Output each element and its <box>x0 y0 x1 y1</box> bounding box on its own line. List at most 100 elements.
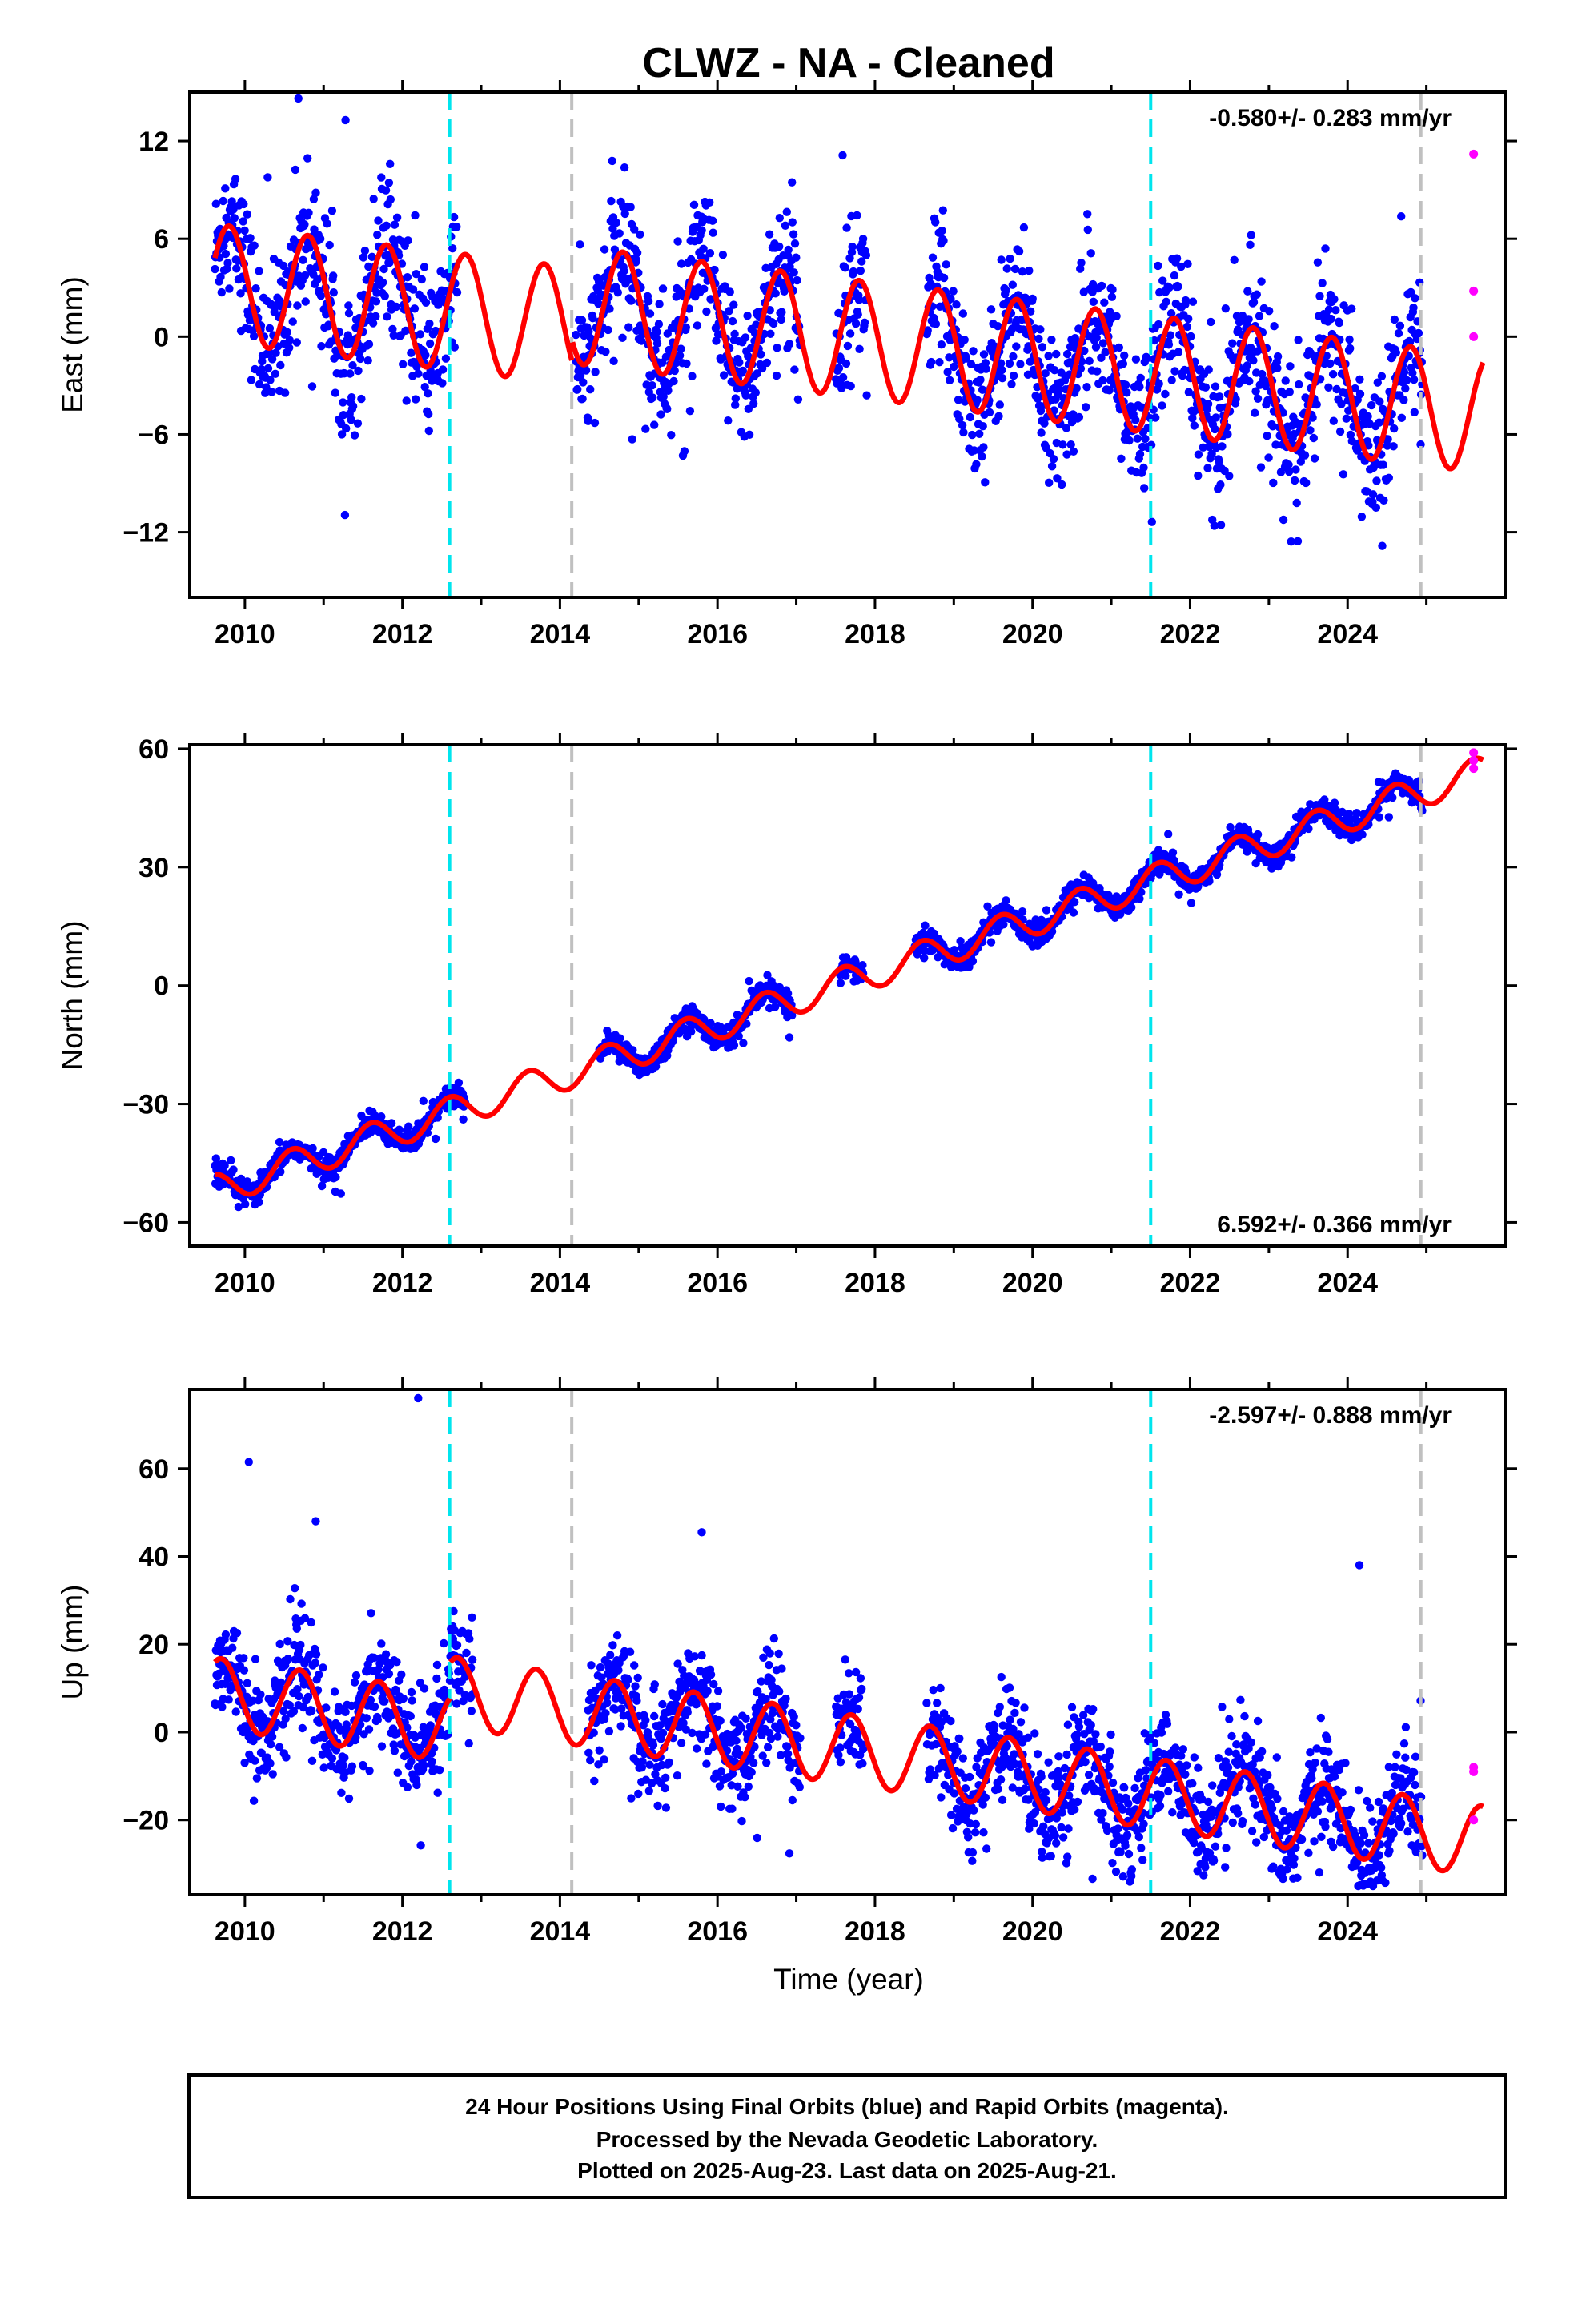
data-point <box>715 1782 725 1791</box>
data-point <box>268 1770 277 1779</box>
data-point <box>757 364 767 373</box>
data-point <box>785 340 794 348</box>
data-point <box>384 1669 394 1679</box>
data-point <box>1018 907 1027 916</box>
data-point <box>1212 870 1222 879</box>
data-point <box>595 1746 604 1755</box>
data-point <box>930 1771 939 1779</box>
data-point <box>392 213 402 222</box>
data-point <box>251 1655 260 1663</box>
data-point <box>853 211 861 220</box>
data-point <box>975 429 984 438</box>
data-point <box>1267 864 1276 873</box>
plot-area <box>211 92 1486 597</box>
data-point <box>1215 392 1224 401</box>
data-point <box>945 353 954 362</box>
data-point <box>365 1767 374 1775</box>
data-point <box>374 216 383 225</box>
data-point <box>364 1725 374 1734</box>
data-point <box>1337 400 1346 408</box>
data-point <box>462 1648 471 1658</box>
data-point <box>337 430 347 439</box>
data-point <box>344 1794 354 1803</box>
data-point <box>1077 259 1086 267</box>
data-point <box>924 1775 934 1783</box>
data-point <box>753 1833 761 1843</box>
data-point <box>283 1655 293 1663</box>
data-point <box>344 301 353 310</box>
data-point <box>586 385 595 394</box>
data-point <box>1125 436 1134 445</box>
data-point <box>308 1144 317 1153</box>
data-point <box>788 218 797 227</box>
data-point <box>1194 450 1203 459</box>
data-point <box>292 338 301 347</box>
x-tick-label: 2012 <box>372 619 433 649</box>
data-point <box>276 1678 286 1687</box>
data-point <box>353 419 363 428</box>
data-point <box>790 365 799 374</box>
data-point <box>633 1673 642 1683</box>
data-point <box>751 388 760 397</box>
data-point <box>1049 455 1058 464</box>
data-point <box>1117 454 1126 463</box>
data-point <box>601 347 610 356</box>
data-point <box>718 251 728 259</box>
data-point <box>1410 408 1419 416</box>
data-point <box>220 1161 229 1170</box>
data-point <box>1273 364 1282 372</box>
data-point <box>340 1753 349 1763</box>
data-point <box>845 329 855 338</box>
data-point <box>1133 434 1142 443</box>
rapid-orbit-point <box>1469 764 1479 774</box>
data-point <box>468 1613 476 1622</box>
data-point <box>414 369 423 378</box>
data-point <box>1235 317 1244 327</box>
data-point <box>247 376 256 384</box>
data-point <box>775 983 784 992</box>
data-point <box>982 364 990 373</box>
data-point <box>938 226 946 235</box>
data-point <box>759 1653 768 1662</box>
data-point <box>1002 264 1012 273</box>
data-point <box>331 1172 340 1182</box>
data-point <box>962 354 970 363</box>
data-point <box>1006 254 1014 263</box>
data-point <box>749 399 758 408</box>
data-point <box>578 394 587 404</box>
data-point <box>681 1725 690 1734</box>
data-point <box>1226 822 1235 832</box>
y-tick-label: 60 <box>139 734 169 765</box>
data-point <box>1304 824 1313 834</box>
y-tick-label: −60 <box>122 1208 169 1238</box>
data-point <box>377 1742 387 1751</box>
data-point <box>331 388 339 397</box>
data-point <box>722 1746 732 1755</box>
data-point <box>1375 397 1384 406</box>
data-point <box>1390 424 1399 433</box>
data-point <box>1166 309 1176 318</box>
data-point <box>1164 830 1173 838</box>
data-point <box>774 1649 783 1659</box>
data-point <box>1310 454 1319 463</box>
data-point <box>1098 376 1107 385</box>
data-point <box>972 460 981 468</box>
data-point <box>1284 460 1293 469</box>
data-point <box>1383 441 1392 450</box>
x-tick-label: 2020 <box>1002 619 1063 649</box>
data-point <box>954 396 963 404</box>
data-point <box>370 1653 379 1663</box>
data-point <box>336 1189 345 1198</box>
data-point <box>853 310 862 319</box>
data-point <box>227 1156 235 1165</box>
data-point <box>1230 255 1239 264</box>
data-point <box>1136 373 1145 383</box>
data-point <box>1335 427 1345 436</box>
data-point <box>342 424 351 433</box>
data-point <box>1092 333 1101 342</box>
data-point <box>1097 281 1106 291</box>
data-point <box>788 1795 797 1805</box>
data-point <box>1112 312 1121 320</box>
data-point <box>744 1782 753 1791</box>
